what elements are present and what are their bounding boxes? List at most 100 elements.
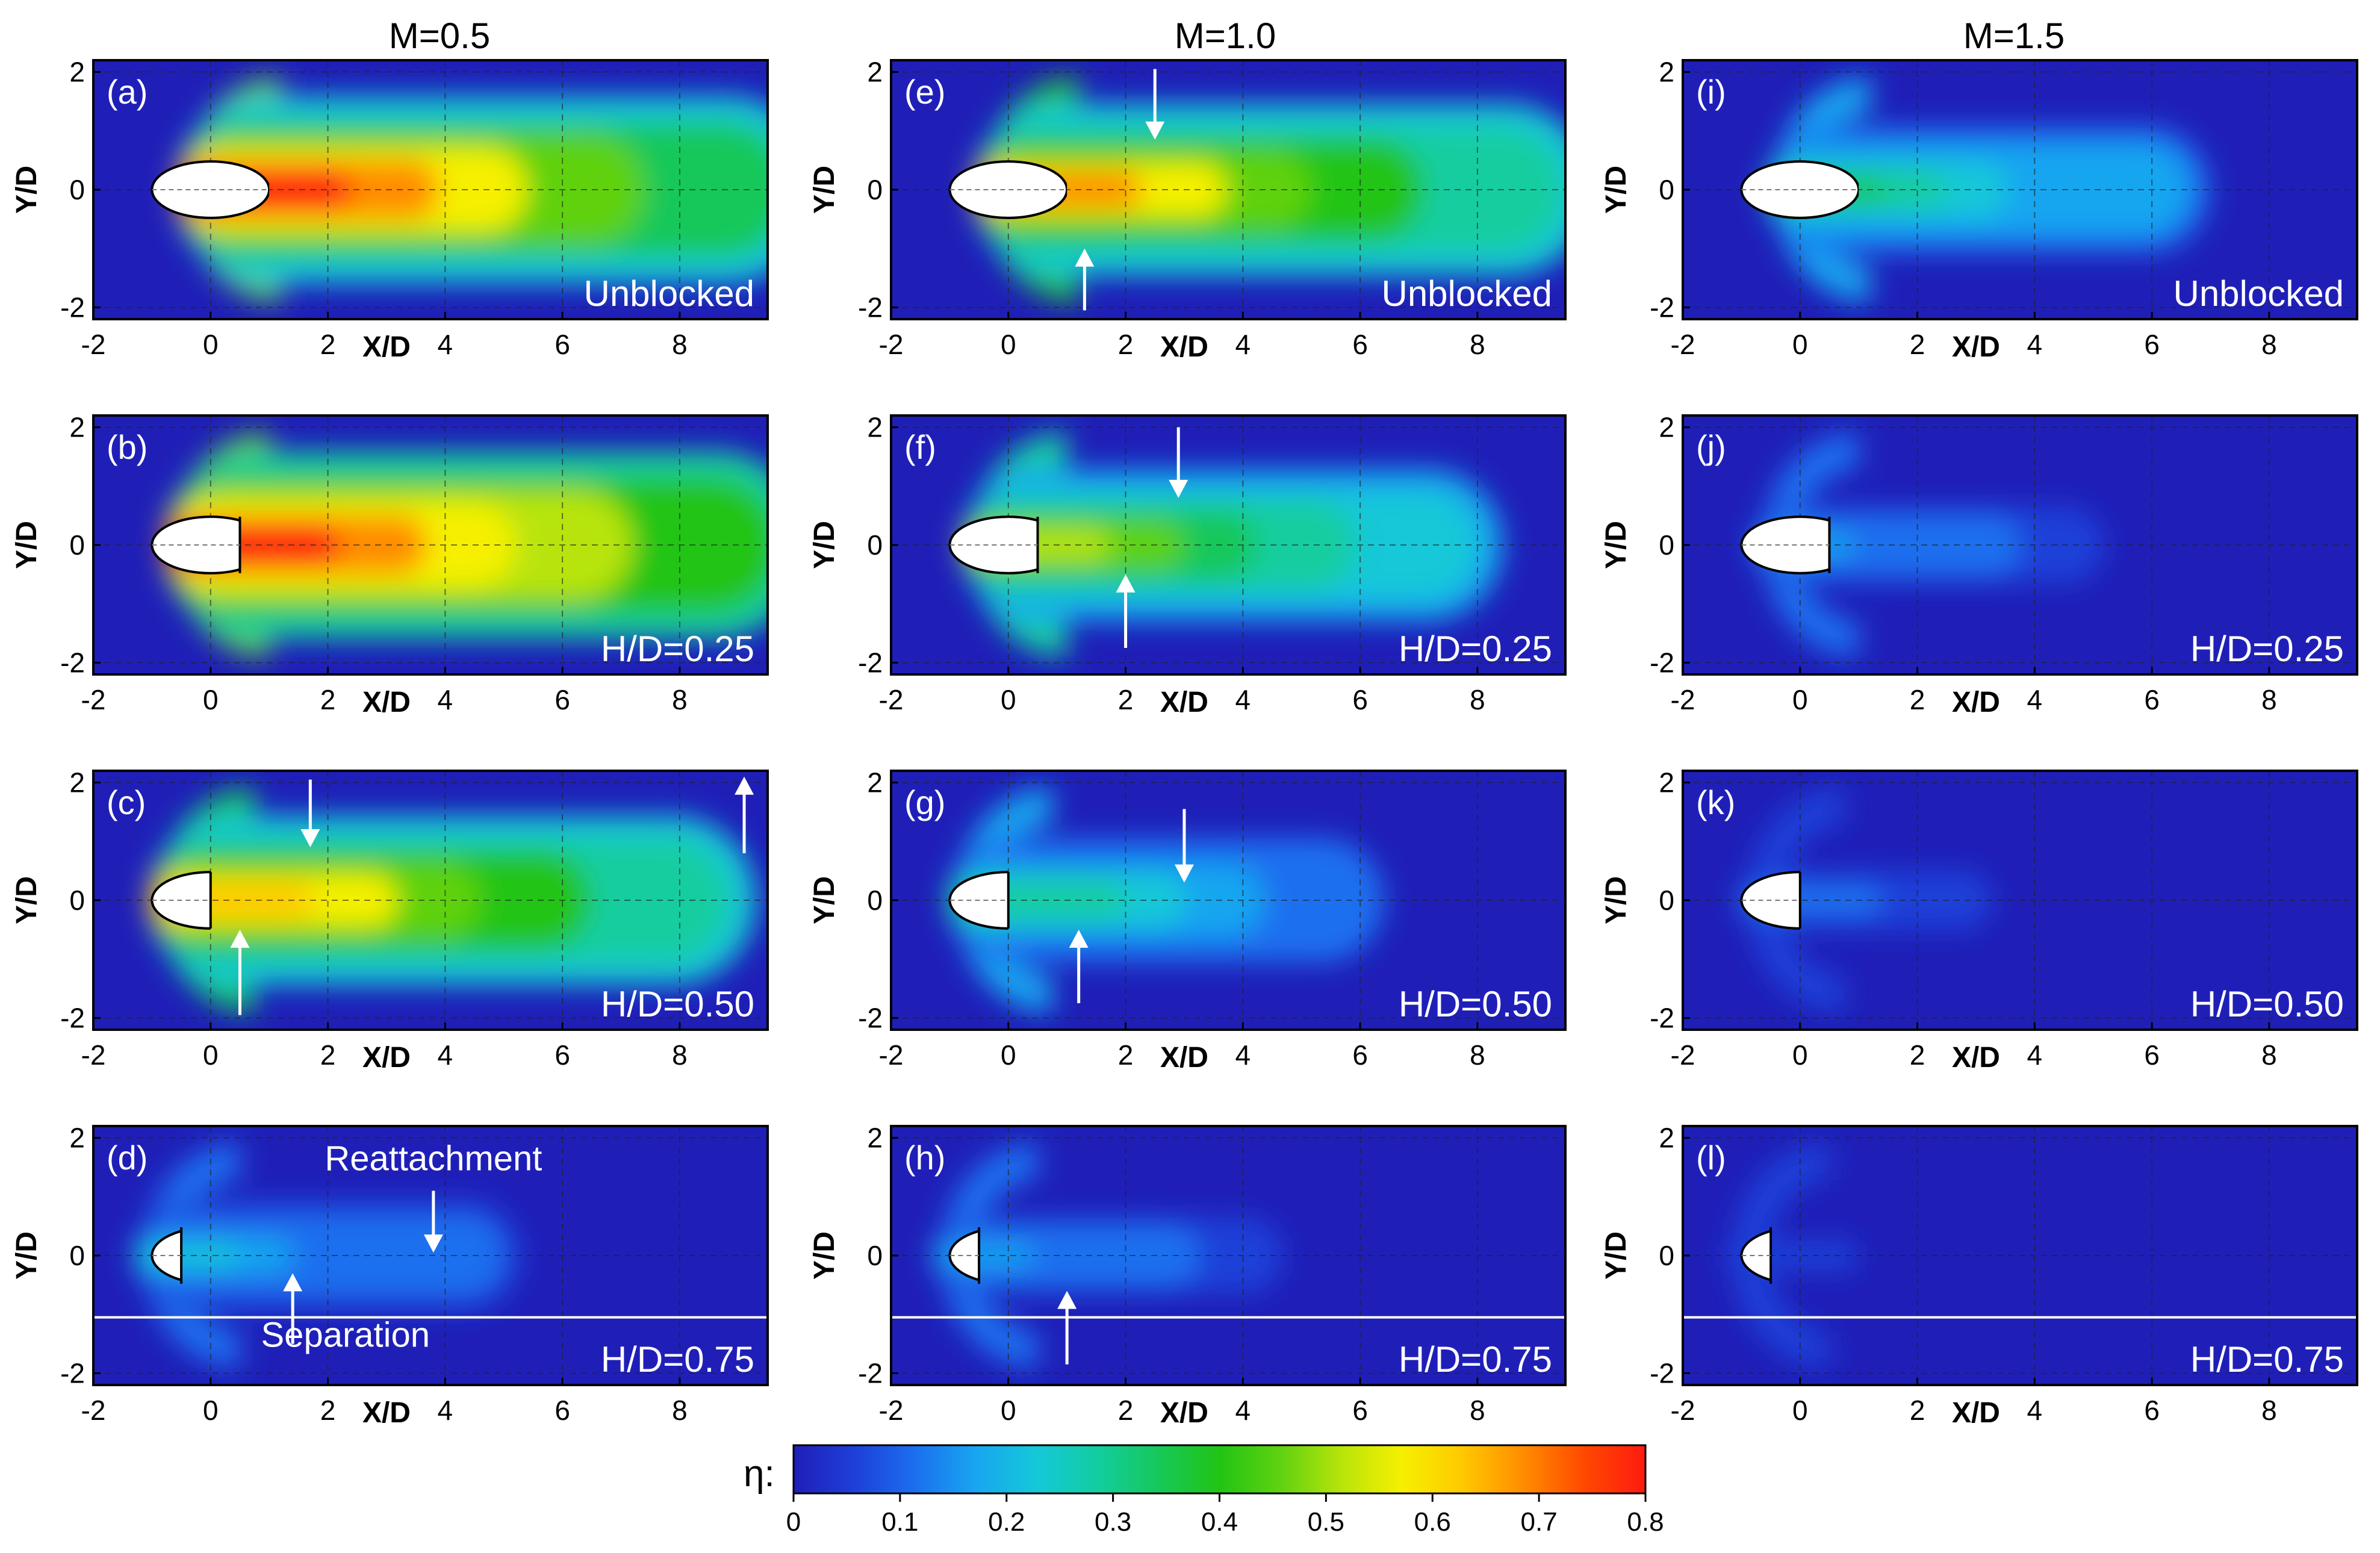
grid-lines — [1683, 1126, 2357, 1385]
panel-label: (c) — [107, 783, 146, 821]
y-tick-label: 0 — [1659, 885, 1674, 916]
panel-grid: (a) Unblocked -2 0 2 4 6 8 X/D 2 0 -2 Y/D (b) H/D=0.25… — [11, 57, 2358, 1429]
panel-k: (k) H/D=0.50 -2 0 2 4 6 8 X/D 2 0 -2 Y/D — [1600, 767, 2358, 1074]
flow-arrow — [423, 1190, 443, 1253]
flow-arrow — [1169, 427, 1188, 498]
panel-condition-label: H/D=0.75 — [2190, 1339, 2344, 1380]
panel-label: (d) — [107, 1139, 148, 1177]
y-tick-label: 2 — [69, 767, 85, 798]
x-tick-label: -2 — [1671, 684, 1695, 715]
x-tick-label: 6 — [1352, 1039, 1368, 1071]
panel-condition-label: H/D=0.75 — [1399, 1339, 1552, 1380]
panel-condition-label: H/D=0.50 — [2190, 984, 2344, 1024]
hole-ellipse — [948, 1230, 980, 1281]
colorbar-tick-label: 0.8 — [1627, 1507, 1664, 1537]
y-tick-label: 2 — [1659, 412, 1674, 443]
y-tick-label: 0 — [1659, 529, 1674, 561]
grid-lines — [891, 1126, 1565, 1385]
x-tick-label: 6 — [555, 684, 570, 715]
y-tick-label: -2 — [1650, 647, 1674, 678]
flow-arrow — [1145, 69, 1165, 140]
flow-arrow — [1075, 248, 1095, 311]
y-tick-label: -2 — [60, 291, 85, 323]
y-tick-label: -2 — [60, 1002, 85, 1033]
panel-label: (l) — [1696, 1139, 1726, 1177]
y-tick-label: 2 — [867, 412, 883, 443]
cooling-hole — [948, 1230, 980, 1281]
x-tick-label: 6 — [555, 1395, 570, 1426]
x-tick-label: -2 — [81, 684, 106, 715]
x-tick-label: 0 — [1001, 329, 1016, 360]
y-tick-label: 0 — [867, 885, 883, 916]
y-axis-label: Y/D — [11, 521, 43, 569]
x-tick-label: 0 — [203, 684, 219, 715]
panel-condition-label: H/D=0.50 — [1399, 984, 1552, 1024]
flow-arrow — [300, 779, 320, 848]
x-tick-label: 6 — [2144, 329, 2160, 360]
y-tick-label: -2 — [858, 1002, 883, 1033]
flow-arrow — [1116, 574, 1136, 649]
x-tick-label: 4 — [2027, 684, 2043, 715]
x-tick-label: 0 — [203, 1395, 219, 1426]
y-axis-label: Y/D — [809, 1231, 840, 1280]
x-tick-label: 0 — [1001, 1395, 1016, 1426]
colorbar-tick-label: 0.1 — [881, 1507, 918, 1537]
hole-ellipse — [948, 160, 1067, 219]
x-tick-label: 0 — [203, 1039, 219, 1071]
x-tick-label: 6 — [2144, 1039, 2160, 1071]
x-tick-label: 8 — [672, 1395, 688, 1426]
x-axis-label: X/D — [362, 1397, 411, 1429]
x-tick-label: 2 — [1910, 684, 1925, 715]
panel-label: (g) — [904, 783, 945, 821]
flow-arrow — [1069, 929, 1089, 1004]
x-tick-label: 0 — [1001, 684, 1016, 715]
x-tick-label: 2 — [320, 329, 336, 360]
x-tick-label: 0 — [203, 329, 219, 360]
column-title-m05: M=0.5 — [389, 16, 490, 56]
panel-condition-label: Unblocked — [2173, 273, 2344, 314]
y-axis-label: Y/D — [11, 166, 43, 214]
x-axis-label: X/D — [1160, 686, 1208, 718]
y-axis-label: Y/D — [11, 1231, 43, 1280]
x-axis-label: X/D — [1952, 1397, 2000, 1429]
x-tick-label: 8 — [1470, 329, 1485, 360]
x-tick-label: -2 — [879, 1039, 904, 1071]
x-axis-label: X/D — [362, 331, 411, 363]
y-axis-label: Y/D — [11, 876, 43, 924]
x-tick-label: 6 — [1352, 329, 1368, 360]
x-tick-label: 2 — [320, 1039, 336, 1071]
x-axis-label: X/D — [1952, 1042, 2000, 1074]
panel-c: (c) H/D=0.50 -2 0 2 4 6 8 X/D 2 0 -2 Y/D — [11, 767, 769, 1074]
y-tick-label: 0 — [867, 174, 883, 205]
x-tick-label: 2 — [1118, 684, 1134, 715]
x-axis-label: X/D — [1160, 1397, 1208, 1429]
x-tick-label: 6 — [1352, 1395, 1368, 1426]
x-tick-label: 6 — [555, 329, 570, 360]
panel-label: (f) — [904, 428, 936, 466]
panel-label: (e) — [904, 73, 945, 111]
y-tick-label: -2 — [60, 647, 85, 678]
x-tick-label: 4 — [2027, 329, 2043, 360]
x-tick-label: 4 — [1235, 1395, 1251, 1426]
x-tick-label: 0 — [1792, 1039, 1808, 1071]
x-tick-label: 8 — [672, 1039, 688, 1071]
panel-condition-label: H/D=0.75 — [601, 1339, 754, 1380]
colorbar-tick-label: 0.4 — [1201, 1507, 1238, 1537]
x-tick-label: 0 — [1792, 684, 1808, 715]
panel-label: (h) — [904, 1139, 945, 1177]
x-tick-label: 0 — [1792, 329, 1808, 360]
flow-arrow — [735, 776, 754, 853]
x-tick-label: 8 — [2261, 1039, 2277, 1071]
flow-arrow — [230, 929, 250, 1015]
colorbar-tick-label: 0.3 — [1095, 1507, 1131, 1537]
panel-condition-label: H/D=0.25 — [2190, 629, 2344, 669]
x-tick-label: -2 — [1671, 1039, 1695, 1071]
colorbar-tick-label: 0 — [786, 1507, 801, 1537]
x-tick-label: 4 — [438, 1039, 453, 1071]
x-tick-label: 0 — [1792, 1395, 1808, 1426]
panel-f: (f) H/D=0.25 -2 0 2 4 6 8 X/D 2 0 -2 Y/D — [809, 412, 1567, 718]
x-tick-label: 4 — [1235, 329, 1251, 360]
y-axis-label: Y/D — [809, 521, 840, 569]
panel-i: (i) Unblocked -2 0 2 4 6 8 X/D 2 0 -2 Y/D — [1600, 57, 2358, 363]
